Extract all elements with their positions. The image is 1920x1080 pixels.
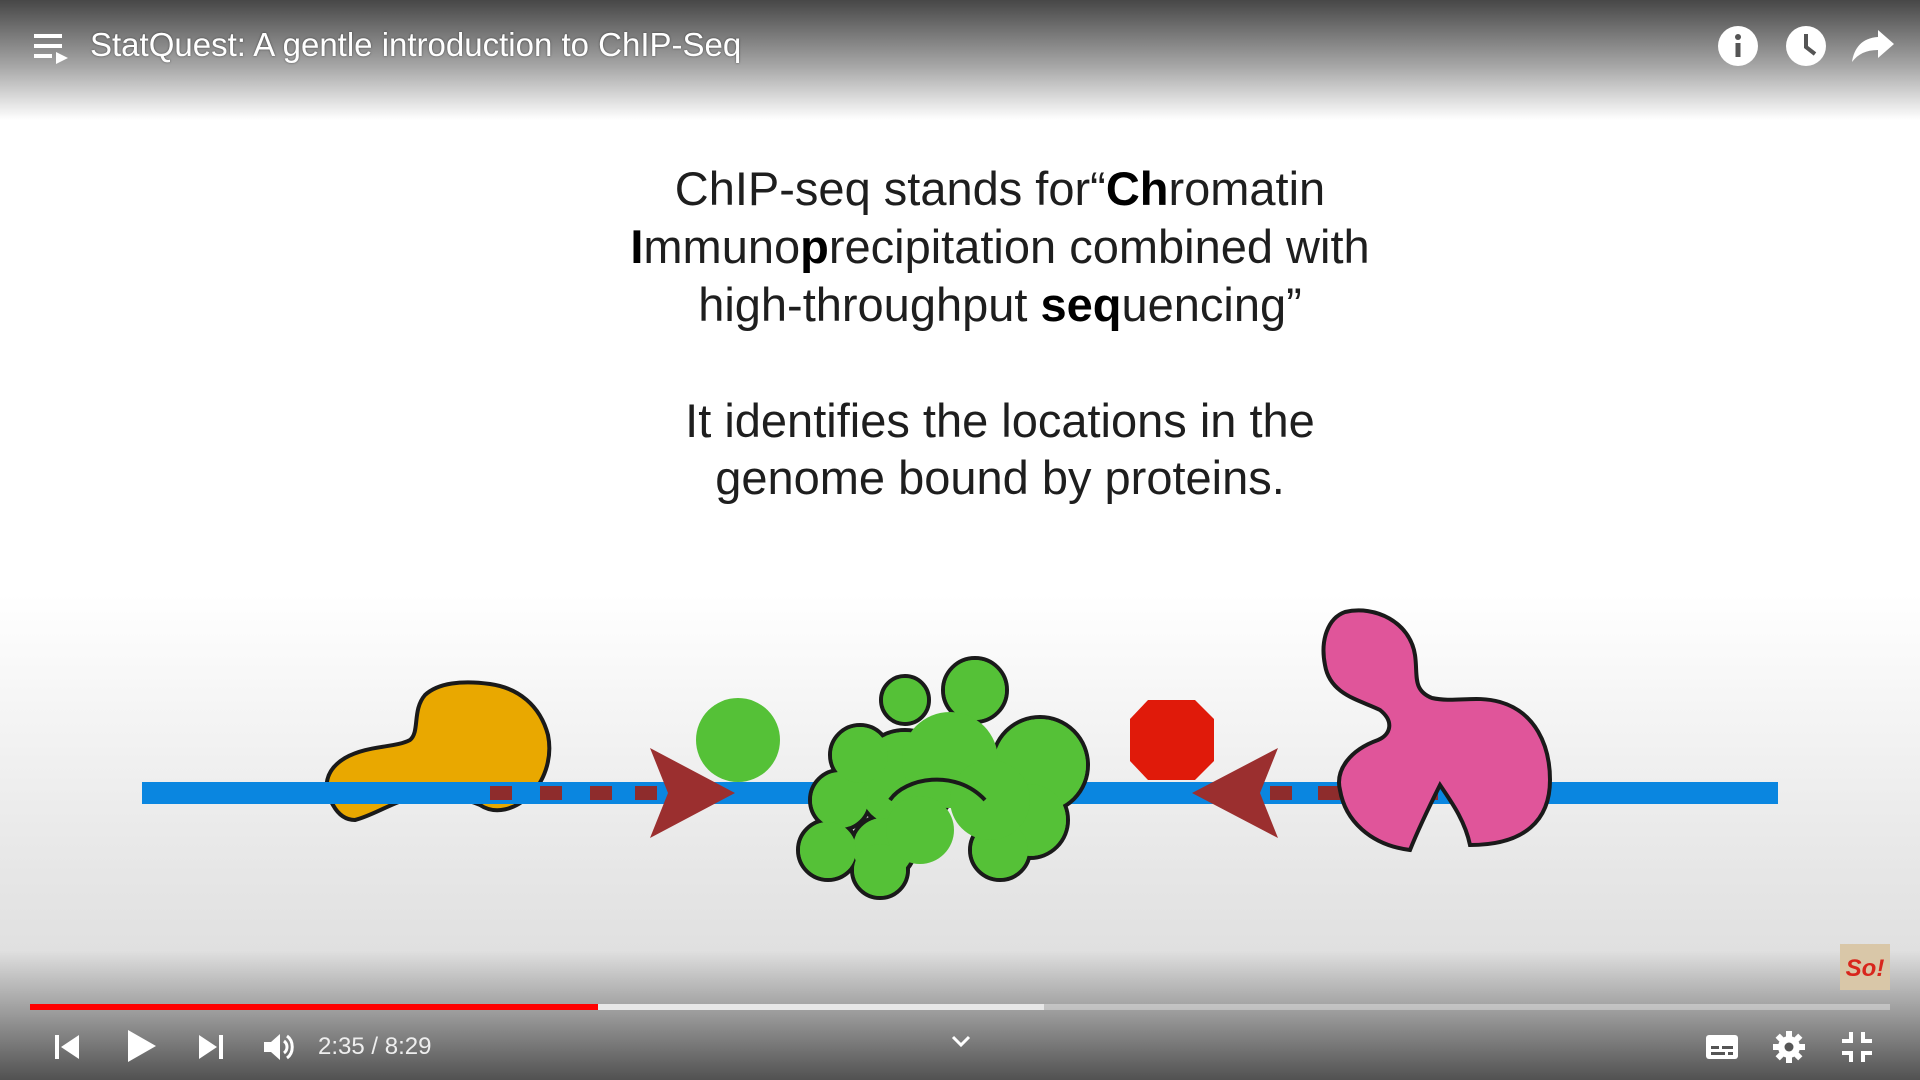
green-protein-groove (888, 777, 987, 802)
channel-watermark[interactable]: So! (1840, 944, 1890, 990)
svg-text:So!: So! (1846, 955, 1885, 982)
definition-line-3: high-throughput sequencing” (698, 278, 1302, 331)
red-octagon-protein (1130, 700, 1214, 780)
previous-icon[interactable] (52, 1032, 82, 1062)
progress-bar[interactable] (30, 1004, 1890, 1010)
description-line-1: It identifies the locations in the (685, 394, 1315, 447)
green-circle-protein (696, 698, 780, 782)
next-icon[interactable] (196, 1032, 226, 1062)
share-icon[interactable] (1850, 26, 1896, 66)
subtitles-icon[interactable] (1704, 1032, 1740, 1062)
chevron-down-icon[interactable] (950, 1034, 972, 1048)
left-primer (490, 786, 657, 800)
definition-line-2: Immunoprecipitation combined with (630, 220, 1370, 273)
time-display: 2:35 / 8:29 (318, 1032, 431, 1062)
current-time: 2:35 (318, 1033, 365, 1060)
video-title[interactable]: StatQuest: A gentle introduction to ChIP… (90, 26, 742, 63)
definition-line-1: ChIP-seq stands for“Chromatin (674, 162, 1326, 215)
played-bar (30, 1004, 599, 1010)
exit-fullscreen-icon[interactable] (1840, 1030, 1874, 1064)
volume-icon[interactable] (262, 1030, 296, 1064)
top-bar (0, 0, 1920, 120)
bottom-bar (0, 950, 1920, 1080)
time-separator: / (364, 1033, 385, 1060)
pink-protein (1321, 608, 1553, 853)
duration: 8:29 (384, 1033, 432, 1060)
settings-icon[interactable] (1772, 1030, 1806, 1064)
info-icon[interactable] (1716, 24, 1760, 68)
chip-seq-description: It identifies the locations in the genom… (560, 392, 1440, 506)
green-flower-fill (800, 660, 1086, 896)
left-primer-arrow (650, 748, 735, 838)
chip-seq-definition: ChIP-seq stands for“Chromatin Immunoprec… (560, 160, 1440, 334)
play-icon[interactable] (124, 1028, 158, 1064)
watch-later-icon[interactable] (1784, 24, 1828, 68)
playlist-icon[interactable] (32, 30, 72, 66)
right-primer-arrow (1192, 748, 1278, 838)
description-line-2: genome bound by proteins. (715, 451, 1285, 504)
